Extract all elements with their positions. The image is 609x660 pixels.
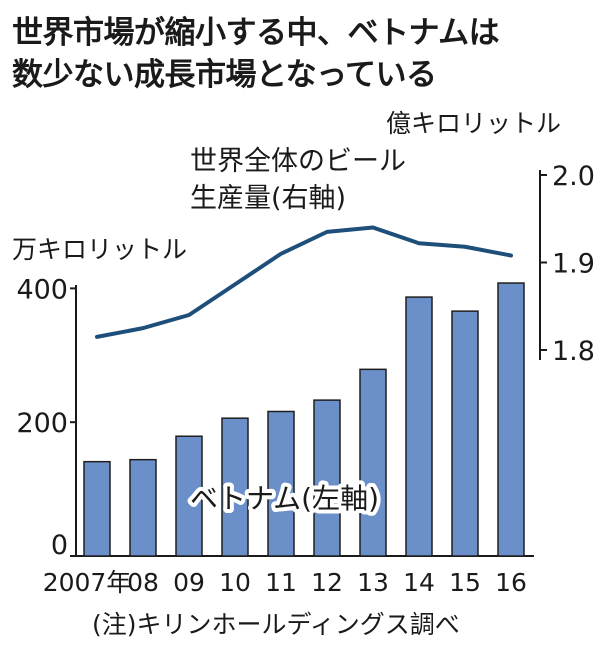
right-axis-tick-label: 2.0 xyxy=(552,161,595,192)
bar-2007年 xyxy=(83,460,111,557)
x-tick-label: 08 xyxy=(127,568,159,597)
bar-11 xyxy=(267,410,295,557)
x-tick-label: 10 xyxy=(219,568,251,597)
bar-series-label: ベトナム(左軸) xyxy=(190,482,379,515)
x-tick-label: 2007年 xyxy=(43,568,132,597)
bar-14 xyxy=(405,296,433,557)
bar-10 xyxy=(221,417,249,557)
source-footnote: (注)キリンホールディングス調べ xyxy=(92,610,460,639)
bar-13 xyxy=(359,368,387,557)
left-axis-tick-label: 200 xyxy=(16,408,68,439)
bar-15 xyxy=(451,310,479,557)
left-axis-tick-label: 400 xyxy=(16,274,68,305)
line-series-label-part: 世界全体のビール xyxy=(190,146,406,177)
line-world-beer-production xyxy=(95,225,513,339)
bar-08 xyxy=(129,458,157,557)
bar-09 xyxy=(175,435,203,557)
line-series-label-part: 生産量(右軸) xyxy=(190,183,346,214)
right-axis-tick-label: 1.8 xyxy=(552,336,595,367)
x-tick-label: 13 xyxy=(357,568,389,597)
right-axis-tick-label: 1.9 xyxy=(552,249,595,280)
x-tick-label: 14 xyxy=(403,568,435,597)
x-tick-label: 09 xyxy=(173,568,205,597)
right-axis-unit-label: 億キロリットル xyxy=(386,109,561,138)
bar-16 xyxy=(497,282,525,557)
title-line-1: 世界市場が縮小する中、ベトナムは xyxy=(12,15,500,51)
x-tick-label: 15 xyxy=(449,568,481,597)
left-axis-unit-label: 万キロリットル xyxy=(12,235,187,264)
x-tick-label: 12 xyxy=(311,568,343,597)
x-tick-label: 11 xyxy=(265,568,297,597)
left-axis-tick-label: 0 xyxy=(51,530,68,561)
line-series-label: 世界全体のビール生産量(右軸) xyxy=(190,146,406,214)
x-tick-label: 16 xyxy=(495,568,527,597)
title-line-2: 数少ない成長市場となっている xyxy=(12,57,437,93)
bar-12 xyxy=(313,399,341,557)
